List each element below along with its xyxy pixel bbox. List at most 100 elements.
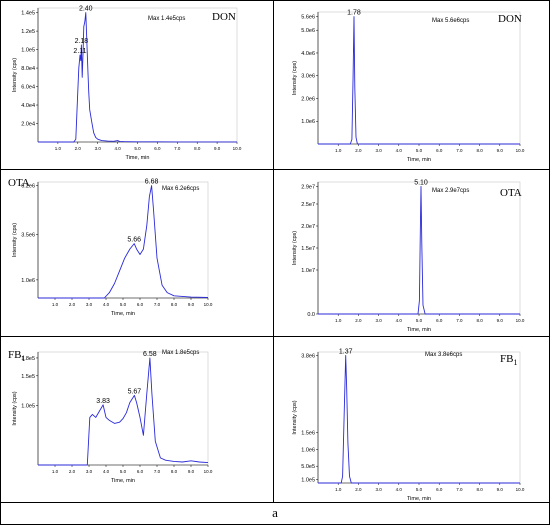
chart-panel-5: 1.0 2.0 3.0 4.0 5.0 6.0 7.0 8.0 9.0 10.0 1.0e5 1.5e…: [8, 349, 213, 484]
x-tick-label: 6.0: [154, 146, 161, 151]
chart-panel-3: 1.0 2.0 3.0 4.0 5.0 6.0 7.0 8.0 9.0 10.0 1.0e6 3.5e…: [8, 177, 213, 317]
y-tick-label: 1.5e7: [301, 246, 315, 252]
x-tick-label: 1.0: [335, 148, 342, 153]
x-tick-label: 8.0: [476, 318, 483, 323]
x-tick-label: 4.0: [103, 302, 110, 307]
plot-area: [37, 181, 209, 299]
x-tick-label: 8.0: [194, 146, 201, 151]
x-tick-label: 6.0: [436, 148, 443, 153]
x-tick-label: 5.0: [416, 148, 423, 153]
y-tick-label: 0.0: [307, 312, 315, 318]
y-tick-label: 3.8e6: [301, 353, 315, 359]
x-tick-label: 6.0: [436, 487, 443, 492]
series-line-1: [38, 185, 209, 299]
analyte-title: DON: [498, 13, 522, 25]
x-tick-label: 9.0: [497, 148, 504, 153]
y-tick-label: 6.2e6: [21, 184, 35, 190]
x-tick-label: 9.0: [497, 487, 504, 492]
y-tick-label: 2.0e7: [301, 224, 315, 230]
x-tick-label: 2.0: [355, 318, 362, 323]
y-tick-label: 2.0e6: [301, 96, 315, 102]
peak-label: 3.83: [96, 398, 110, 405]
figure-panel-label: a: [272, 505, 278, 520]
y-tick-label: 4.0e6: [301, 51, 315, 57]
y-tick-label: 1.4e5: [21, 11, 35, 17]
chart-panel-1: 1.0 2.0 3.0 4.0 5.0 6.0 7.0 8.0 9.0 10.0 2.0e4 4.0e…: [12, 6, 242, 161]
x-tick-label: 10.0: [233, 146, 242, 151]
x-axis-label: Time, min: [111, 478, 135, 484]
y-axis-label: Intensity (cps): [292, 231, 298, 265]
x-tick-label: 3.0: [86, 469, 93, 474]
y-tick-label: 2.5e7: [301, 202, 315, 208]
x-tick-label: 4.0: [103, 469, 110, 474]
y-tick-label: 1.0e5: [21, 404, 35, 410]
plot-area: [317, 11, 521, 145]
x-tick-label: 9.0: [497, 318, 504, 323]
x-tick-label: 7.0: [174, 146, 181, 151]
analyte-title: FB1: [500, 353, 517, 367]
peak-label: 5.66: [127, 237, 141, 244]
x-tick-label: 2.0: [75, 146, 82, 151]
x-tick-label: 4.0: [114, 146, 121, 151]
series-line-1: [318, 16, 520, 145]
y-tick-label: 1.0e6: [301, 119, 315, 125]
y-axis-label: Intensity (cps): [292, 400, 298, 434]
x-tick-label: 10.0: [516, 318, 525, 323]
peak-label: 1.78: [347, 10, 361, 17]
y-tick-label: 1.8e5: [21, 356, 35, 362]
x-tick-label: 6.0: [436, 318, 443, 323]
x-tick-label: 10.0: [204, 469, 213, 474]
y-tick-label: 1.0e5: [21, 48, 35, 54]
analyte-title: OTA: [8, 177, 30, 189]
x-tick-label: 5.0: [120, 469, 127, 474]
analyte-title: DON: [212, 11, 236, 23]
x-tick-label: 8.0: [476, 148, 483, 153]
x-tick-label: 3.0: [375, 318, 382, 323]
y-tick-label: 5.0e6: [301, 28, 315, 34]
analyte-title: OTA: [500, 187, 522, 199]
x-tick-label: 3.0: [95, 146, 102, 151]
y-tick-label: 1.5e5: [21, 374, 35, 380]
peak-label: 2.18: [75, 38, 89, 45]
x-axis-label: Time, min: [407, 157, 431, 163]
y-tick-label: 1.0e7: [301, 268, 315, 274]
max-intensity-label: Max 3.8e6cps: [425, 352, 462, 358]
y-tick-label: 1.2e5: [21, 29, 35, 35]
y-tick-label: 1.0e6: [301, 447, 315, 453]
x-axis-label: Time, min: [111, 311, 135, 317]
x-tick-label: 4.0: [396, 318, 403, 323]
chart-panel-2: 1.0 2.0 3.0 4.0 5.0 6.0 7.0 8.0 9.0 10.0 1.0e6 2.0e…: [292, 10, 525, 163]
y-tick-label: 1.5e6: [301, 431, 315, 437]
max-intensity-label: Max 2.9e7cps: [432, 188, 469, 194]
series-line-1: [38, 357, 209, 466]
x-tick-label: 4.0: [396, 148, 403, 153]
x-tick-label: 8.0: [476, 487, 483, 492]
x-tick-label: 2.0: [355, 487, 362, 492]
y-tick-label: 1.0e5: [301, 478, 315, 484]
y-axis-label: Intensity (cps): [12, 223, 18, 257]
x-axis-label: Time, min: [407, 327, 431, 333]
x-tick-label: 5.0: [416, 318, 423, 323]
x-tick-label: 2.0: [355, 148, 362, 153]
series-line-1: [38, 12, 237, 143]
max-intensity-label: Max 6.2e6cps: [162, 186, 199, 192]
x-tick-label: 2.0: [69, 469, 76, 474]
y-tick-label: 2.9e7: [301, 184, 315, 190]
analyte-title: FB1: [8, 349, 25, 363]
peak-label: 2.40: [79, 6, 93, 13]
x-tick-label: 2.0: [69, 302, 76, 307]
x-tick-label: 1.0: [52, 469, 59, 474]
max-intensity-label: Max 1.8e5cps: [162, 350, 199, 356]
x-tick-label: 6.0: [137, 469, 144, 474]
y-tick-label: 2.0e4: [21, 122, 35, 128]
y-tick-label: 1.0e6: [21, 278, 35, 284]
peak-label: 6.58: [143, 351, 157, 358]
plot-area: [37, 7, 238, 143]
plot-area: [37, 351, 209, 466]
max-intensity-label: Max 5.6e6cps: [432, 18, 469, 24]
peak-label: 5.67: [128, 388, 142, 395]
x-tick-label: 10.0: [516, 148, 525, 153]
y-axis-label: Intensity (cps): [292, 61, 298, 95]
